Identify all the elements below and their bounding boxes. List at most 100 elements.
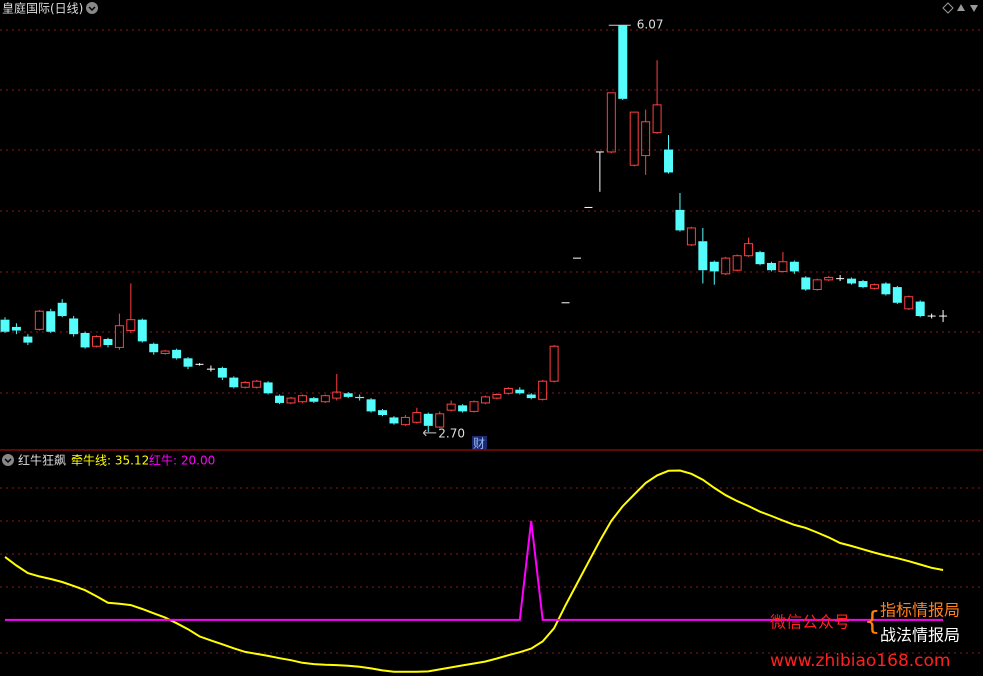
watermark-account: 微信公众号 (770, 613, 850, 632)
indicator-line (4, 469, 944, 673)
candle-body (755, 252, 765, 265)
candle-body (709, 261, 719, 272)
max-label: 6.07 (637, 18, 664, 32)
candle-body (652, 104, 662, 134)
candle-body (23, 336, 33, 343)
icon-diamond[interactable] (942, 2, 954, 14)
icon-up[interactable] (957, 4, 965, 11)
candle-body (126, 319, 136, 332)
candle-body (69, 318, 79, 335)
candle-body (492, 393, 502, 399)
icon-down[interactable] (970, 5, 978, 12)
candle-body (34, 310, 44, 330)
candle-body (744, 243, 754, 257)
candle-body (389, 417, 399, 424)
candle-body (869, 284, 879, 289)
candle-body (263, 382, 273, 394)
candle-body (721, 257, 731, 275)
candle-body (114, 325, 124, 348)
candle-body (606, 92, 616, 153)
candle-body (858, 281, 868, 288)
candle-body (458, 405, 468, 412)
candle-body (217, 367, 227, 378)
dropdown-icon[interactable] (86, 2, 98, 14)
candle-body (103, 338, 113, 346)
candle-body (446, 403, 456, 411)
marker-box (472, 436, 487, 450)
candle-body (149, 343, 159, 353)
candle-body (480, 396, 490, 404)
candle-body (698, 241, 708, 271)
min-arrow (422, 429, 437, 437)
candle-body (526, 394, 536, 399)
candle-body (812, 279, 822, 291)
candle-body (229, 377, 239, 388)
candle-body (904, 296, 914, 310)
candle-body (320, 395, 330, 403)
candle-body (240, 381, 250, 388)
candle-body (664, 149, 674, 173)
candle-body (183, 358, 193, 367)
candle-body (46, 311, 56, 332)
chevron (88, 6, 96, 12)
candle-body (801, 277, 811, 290)
candle-body (252, 380, 262, 388)
candle-body (80, 332, 90, 348)
watermark-brace: { (864, 607, 881, 637)
legend-entry: 红牛: 20.00 (149, 453, 215, 468)
chevron (4, 458, 12, 464)
candle-body (515, 389, 525, 394)
min-label: 2.70 (438, 426, 465, 440)
candle-body (778, 261, 788, 272)
candle-body (423, 413, 433, 426)
candle-body (275, 395, 285, 403)
candle-body (297, 395, 307, 403)
candle-body (732, 255, 742, 271)
candle-body (92, 336, 102, 347)
watermark-line: 指标情报局 (880, 601, 960, 620)
candle-body (366, 399, 376, 412)
candle-body (618, 25, 628, 99)
candle-body (332, 391, 342, 399)
candle-body (172, 349, 182, 359)
candle-body (378, 410, 388, 416)
candle-body (538, 380, 548, 400)
candle-body (343, 393, 353, 397)
candle-body (766, 262, 776, 271)
candle-body (892, 287, 902, 303)
candle-body (11, 326, 21, 331)
grid (0, 29, 983, 654)
candle-body (435, 413, 445, 428)
candle-body (915, 301, 925, 317)
candle-body (686, 227, 696, 246)
candle-body (469, 401, 479, 412)
candle-body (137, 319, 147, 342)
candle-body (629, 111, 639, 166)
dropdown-icon[interactable] (2, 454, 14, 466)
candle-body (503, 387, 513, 394)
candle-body (0, 319, 10, 332)
candle-body (641, 121, 651, 157)
candle-body (286, 397, 296, 404)
candle-body (160, 350, 170, 354)
indicator-line (5, 520, 944, 621)
candle-body (57, 302, 67, 317)
candle-body (412, 412, 422, 423)
marker: 财 (473, 437, 485, 451)
stock-title: 皇庭国际(日线) (2, 1, 83, 16)
candle-body (847, 278, 857, 284)
candle-body (355, 396, 365, 399)
legend-entry: 牵牛线: 35.12 (71, 453, 149, 468)
candle-body (675, 209, 685, 231)
candle-body (549, 345, 559, 382)
candle-body (789, 261, 799, 272)
watermark-line: 战法情报局 (880, 626, 960, 645)
candle-body (400, 416, 410, 426)
candle-body (881, 283, 891, 295)
watermark-url: www.zhibiao168.com (770, 651, 950, 671)
candle-body (824, 276, 834, 281)
indicator-title: 红牛狂飙 (18, 453, 66, 468)
candle-body (309, 398, 319, 402)
